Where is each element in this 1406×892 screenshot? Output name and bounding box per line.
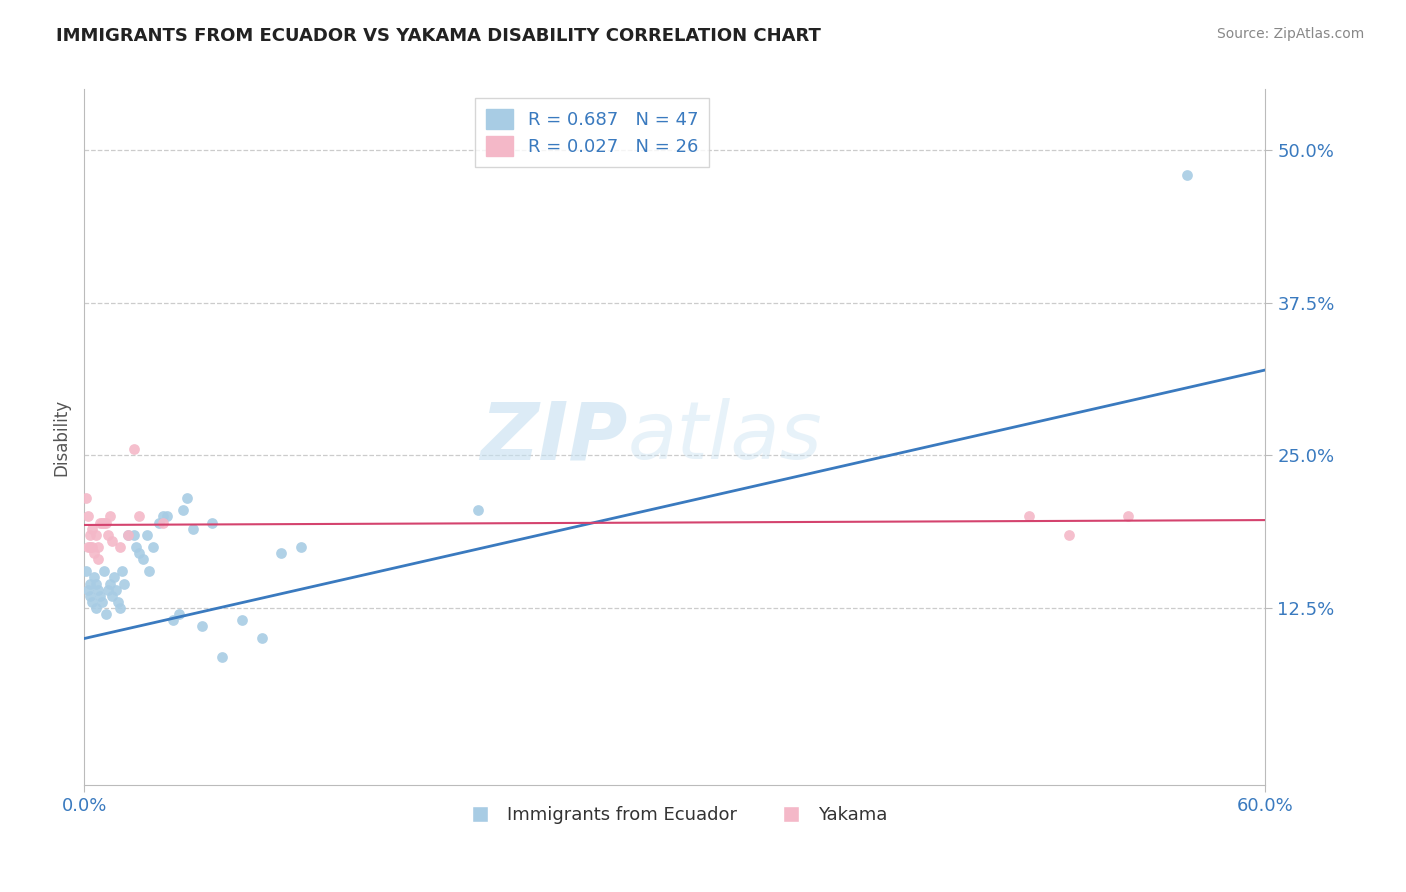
Point — [176, 491, 198, 505]
Point — [75, 491, 97, 505]
Point — [148, 516, 170, 530]
Point — [1116, 509, 1139, 524]
Point — [82, 522, 104, 536]
Point — [87, 582, 110, 597]
Point — [172, 503, 194, 517]
Point — [290, 540, 312, 554]
Point — [98, 509, 121, 524]
Point — [162, 613, 184, 627]
Point — [77, 582, 100, 597]
Point — [1175, 168, 1198, 182]
Point — [101, 533, 124, 548]
Point — [191, 619, 214, 633]
Point — [108, 540, 131, 554]
Point — [122, 442, 145, 457]
Point — [89, 589, 111, 603]
Point — [87, 552, 110, 566]
Point — [138, 565, 160, 579]
Point — [108, 601, 131, 615]
Legend: Immigrants from Ecuador, Yakama: Immigrants from Ecuador, Yakama — [454, 799, 896, 831]
Point — [167, 607, 190, 621]
Point — [112, 576, 135, 591]
Point — [142, 540, 165, 554]
Text: IMMIGRANTS FROM ECUADOR VS YAKAMA DISABILITY CORRELATION CHART: IMMIGRANTS FROM ECUADOR VS YAKAMA DISABI… — [56, 27, 821, 45]
Point — [83, 570, 105, 584]
Point — [152, 516, 174, 530]
Point — [79, 540, 101, 554]
Point — [270, 546, 292, 560]
Point — [101, 589, 124, 603]
Point — [1018, 509, 1040, 524]
Point — [111, 565, 134, 579]
Text: ZIP: ZIP — [481, 398, 627, 476]
Point — [97, 527, 120, 541]
Point — [79, 589, 101, 603]
Y-axis label: Disability: Disability — [52, 399, 70, 475]
Point — [181, 522, 204, 536]
Point — [77, 509, 100, 524]
Point — [75, 565, 97, 579]
Point — [128, 509, 150, 524]
Point — [104, 582, 127, 597]
Point — [103, 570, 125, 584]
Point — [97, 582, 120, 597]
Point — [84, 576, 107, 591]
Point — [94, 516, 117, 530]
Point — [79, 527, 101, 541]
Point — [136, 527, 159, 541]
Point — [250, 632, 273, 646]
Point — [82, 540, 104, 554]
Point — [82, 595, 104, 609]
Point — [467, 503, 489, 517]
Point — [117, 527, 139, 541]
Point — [231, 613, 253, 627]
Point — [94, 607, 117, 621]
Point — [91, 595, 114, 609]
Point — [156, 509, 179, 524]
Point — [91, 516, 114, 530]
Point — [93, 565, 115, 579]
Point — [1057, 527, 1080, 541]
Point — [83, 546, 105, 560]
Point — [124, 540, 146, 554]
Point — [152, 509, 174, 524]
Point — [84, 601, 107, 615]
Point — [211, 649, 233, 664]
Point — [107, 595, 129, 609]
Text: Source: ZipAtlas.com: Source: ZipAtlas.com — [1216, 27, 1364, 41]
Point — [77, 540, 100, 554]
Point — [89, 516, 111, 530]
Point — [93, 516, 115, 530]
Point — [117, 527, 139, 541]
Text: atlas: atlas — [627, 398, 823, 476]
Point — [84, 527, 107, 541]
Point — [201, 516, 224, 530]
Point — [98, 576, 121, 591]
Point — [87, 540, 110, 554]
Point — [128, 546, 150, 560]
Point — [132, 552, 155, 566]
Point — [79, 576, 101, 591]
Point — [122, 527, 145, 541]
